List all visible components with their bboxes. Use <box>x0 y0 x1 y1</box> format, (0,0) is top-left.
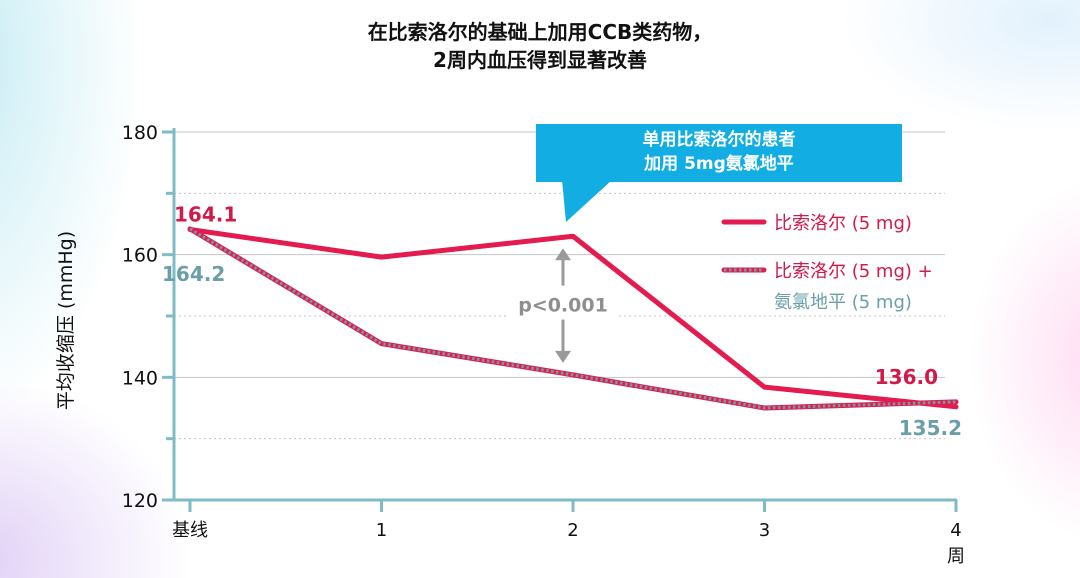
chart-title-line2: 2周内血压得到显著改善 <box>433 48 647 72</box>
callout-line1: 单用比索洛尔的患者 <box>642 130 796 150</box>
point-label: 135.2 <box>899 416 962 440</box>
legend-label-series-0: 比索洛尔 (5 mg) <box>774 213 912 234</box>
point-label: 164.2 <box>162 262 225 286</box>
chart-title-line1: 在比索洛尔的基础上加用CCB类药物， <box>367 20 713 44</box>
x-tick-label: 1 <box>376 520 387 541</box>
x-tick-label: 4 <box>950 520 961 541</box>
y-tick-label: 140 <box>122 367 158 389</box>
chart-title: 在比索洛尔的基础上加用CCB类药物， 2周内血压得到显著改善 <box>0 18 1080 74</box>
annotation-arrow-head-up <box>555 248 571 261</box>
series-0-line <box>187 227 959 410</box>
point-label: 164.1 <box>174 203 237 227</box>
callout-line2: 加用 5mg氨氯地平 <box>644 154 794 174</box>
callout-box: 单用比索洛尔的患者 加用 5mg氨氯地平 <box>536 124 902 182</box>
y-tick-label: 160 <box>122 245 158 267</box>
legend-label-series-1-line1: 比索洛尔 (5 mg) + <box>774 261 933 282</box>
annotation-p-value: p<0.001 <box>518 295 608 317</box>
point-label: 136.0 <box>875 365 938 389</box>
annotation-arrow-head-down <box>555 350 571 363</box>
x-tick-label: 基线 <box>172 520 208 541</box>
x-tick-label: 3 <box>759 520 770 541</box>
annotation-label-bg <box>507 285 619 320</box>
callout-pointer <box>562 180 612 222</box>
x-tick-label: 2 <box>567 520 578 541</box>
y-tick-label: 180 <box>122 122 158 144</box>
series-1-dots <box>189 227 957 410</box>
x-axis-unit: 周 <box>947 546 965 567</box>
y-tick-label: 120 <box>122 490 158 512</box>
legend-label-series-1-line2: 氨氯地平 (5 mg) <box>774 292 912 313</box>
